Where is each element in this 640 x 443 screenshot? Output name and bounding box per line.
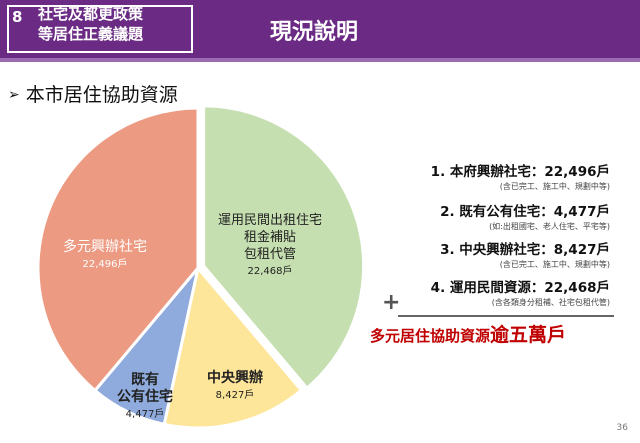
list-item-4: 4. 運用民間資源：22,468戶 (含各類身分租補、社宅包租代管)	[431, 276, 610, 308]
topic-title-line2: 等居住正義議題	[38, 25, 144, 43]
slice-name-central: 中央興辦	[207, 370, 263, 386]
summary-total: 多元居住協助資源逾五萬戶	[370, 320, 566, 347]
slice-label-private: 運用民間出租住宅 租金補貼 包租代管 22,468戶	[210, 212, 330, 280]
page-number: 36	[616, 423, 628, 433]
list-item-1-note: (含已完工、施工中、規劃中等)	[499, 182, 610, 191]
summary-emphasis: 逾五萬戶	[490, 324, 567, 346]
slice-name-public-1: 既有	[131, 372, 159, 388]
slice-name-private-1: 運用民間出租住宅	[217, 213, 322, 228]
slice-name-city: 多元興辦社宅	[63, 239, 147, 255]
sum-divider	[398, 315, 614, 317]
list-item-3-note: (含已完工、施工中、規劃中等)	[499, 260, 610, 269]
topic-box	[7, 5, 193, 53]
section-heading: ➢ 本市居住協助資源	[8, 80, 178, 107]
slice-city	[36, 106, 200, 393]
plus-icon: +	[382, 290, 401, 315]
slice-value-city: 22,496戶	[82, 259, 128, 270]
slice-name-private-3: 包租代管	[243, 247, 296, 262]
slice-private	[202, 104, 366, 391]
list-item-3: 3. 中央興辦社宅：8,427戶 (含已完工、施工中、規劃中等)	[440, 238, 610, 270]
list-item-2-main: 2. 既有公有住宅：4,477戶	[440, 204, 610, 220]
slice-value-central: 8,427戶	[215, 390, 255, 401]
list-item-4-note: (含各類身分租補、社宅包租代管)	[491, 298, 610, 307]
slice-value-private: 22,468戶	[247, 266, 293, 277]
list-item-2-note: (如:出租國宅、老人住宅、平宅等)	[489, 222, 610, 231]
slice-value-public: 4,477戶	[125, 409, 165, 420]
slice-label-city: 多元興辦社宅 22,496戶	[50, 238, 160, 274]
summary-text: 多元居住協助資源	[370, 327, 491, 345]
arrow-bullet-icon: ➢	[8, 87, 20, 103]
slice-label-public: 既有 公有住宅 4,477戶	[105, 372, 185, 423]
topic-title: 社宅及都更政策 等居住正義議題	[38, 4, 188, 44]
list-item-4-main: 4. 運用民間資源：22,468戶	[430, 280, 610, 296]
list-item-1: 1. 本府興辦社宅：22,496戶 (含已完工、施工中、規劃中等)	[431, 160, 610, 192]
slice-central	[162, 264, 304, 430]
slide-header: 8 社宅及都更政策 等居住正義議題 現況說明	[0, 0, 640, 58]
topic-number: 8	[12, 8, 23, 26]
topic-title-line1: 社宅及都更政策	[38, 5, 144, 23]
section-title: 本市居住協助資源	[25, 84, 178, 106]
list-item-2: 2. 既有公有住宅：4,477戶 (如:出租國宅、老人住宅、平宅等)	[440, 200, 610, 232]
slide-title: 現況說明	[270, 20, 359, 45]
slice-name-public-2: 公有住宅	[117, 389, 173, 405]
list-item-3-main: 3. 中央興辦社宅：8,427戶	[440, 242, 610, 258]
header-divider	[0, 58, 640, 62]
slice-label-central: 中央興辦 8,427戶	[195, 370, 275, 404]
list-item-1-main: 1. 本府興辦社宅：22,496戶	[430, 164, 610, 180]
slice-name-private-2: 租金補貼	[243, 230, 296, 245]
